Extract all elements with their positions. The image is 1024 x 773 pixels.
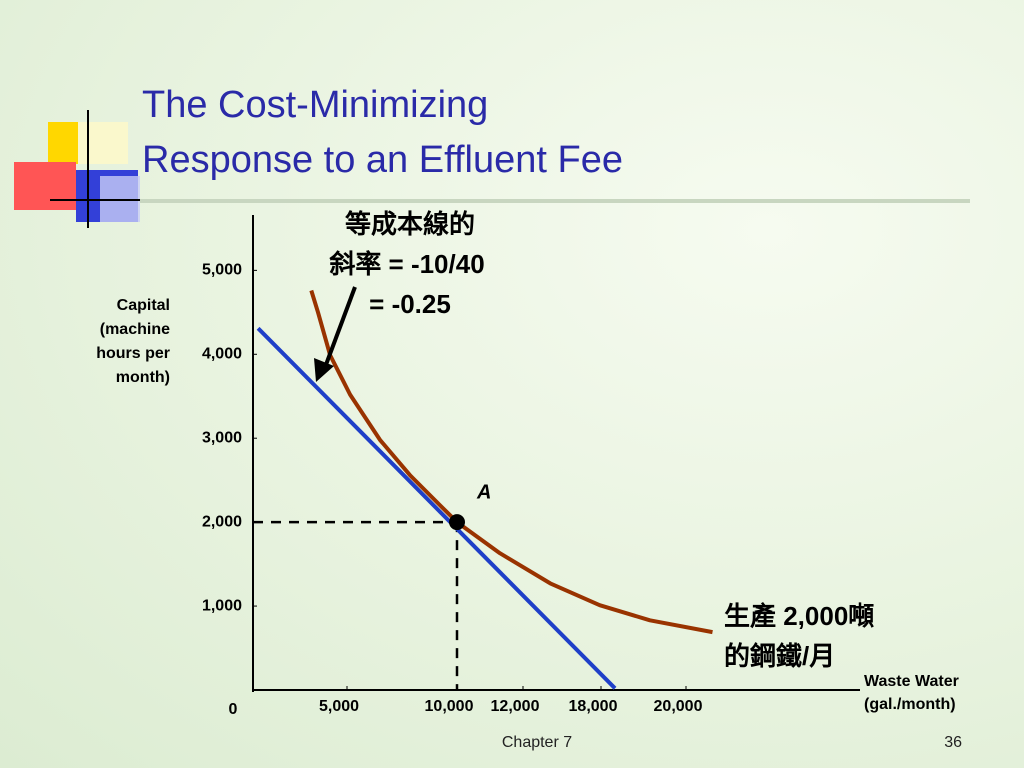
point-marker: [449, 514, 465, 531]
annotation: 生產 2,000噸: [724, 601, 874, 631]
chart-title: The Cost-Minimizing: [142, 84, 488, 126]
annotation: 等成本線的: [345, 209, 475, 239]
x-tick-label: 18,000: [569, 698, 618, 715]
decoration: [48, 122, 78, 164]
decoration: [14, 162, 76, 210]
origin-label: 0: [229, 701, 238, 718]
y-tick-label: 4,000: [202, 346, 242, 363]
annotation: 的鋼鐵/月: [724, 641, 835, 671]
y-axis-label: month): [116, 369, 170, 386]
y-tick-label: 5,000: [202, 262, 242, 279]
x-tick-label: 20,000: [654, 698, 703, 715]
x-tick-label: 10,000: [425, 698, 474, 715]
x-tick-label: 12,000: [491, 698, 540, 715]
y-tick-label: 1,000: [202, 597, 242, 614]
y-axis-label: (machine: [100, 321, 170, 338]
x-axis-label: (gal./month): [864, 696, 956, 713]
y-axis-label: hours per: [96, 345, 170, 362]
series-line: [256, 326, 617, 690]
footer-page: 36: [944, 734, 962, 751]
x-axis-label: Waste Water: [864, 673, 959, 690]
annotation-arrow: [322, 286, 357, 371]
y-tick-label: 2,000: [202, 513, 242, 530]
chart-title: Response to an Effluent Fee: [142, 139, 623, 181]
annotation: 斜率 = -10/40: [328, 249, 484, 279]
x-tick-label: 5,000: [319, 698, 359, 715]
series-line: [309, 289, 713, 635]
y-tick-label: 3,000: [202, 429, 242, 446]
footer-chapter: Chapter 7: [502, 734, 572, 751]
point-label: A: [476, 481, 491, 503]
y-axis-label: Capital: [117, 297, 170, 314]
annotation: = -0.25: [369, 289, 451, 319]
annotation-arrowhead: [314, 358, 334, 382]
decoration: [78, 122, 128, 164]
